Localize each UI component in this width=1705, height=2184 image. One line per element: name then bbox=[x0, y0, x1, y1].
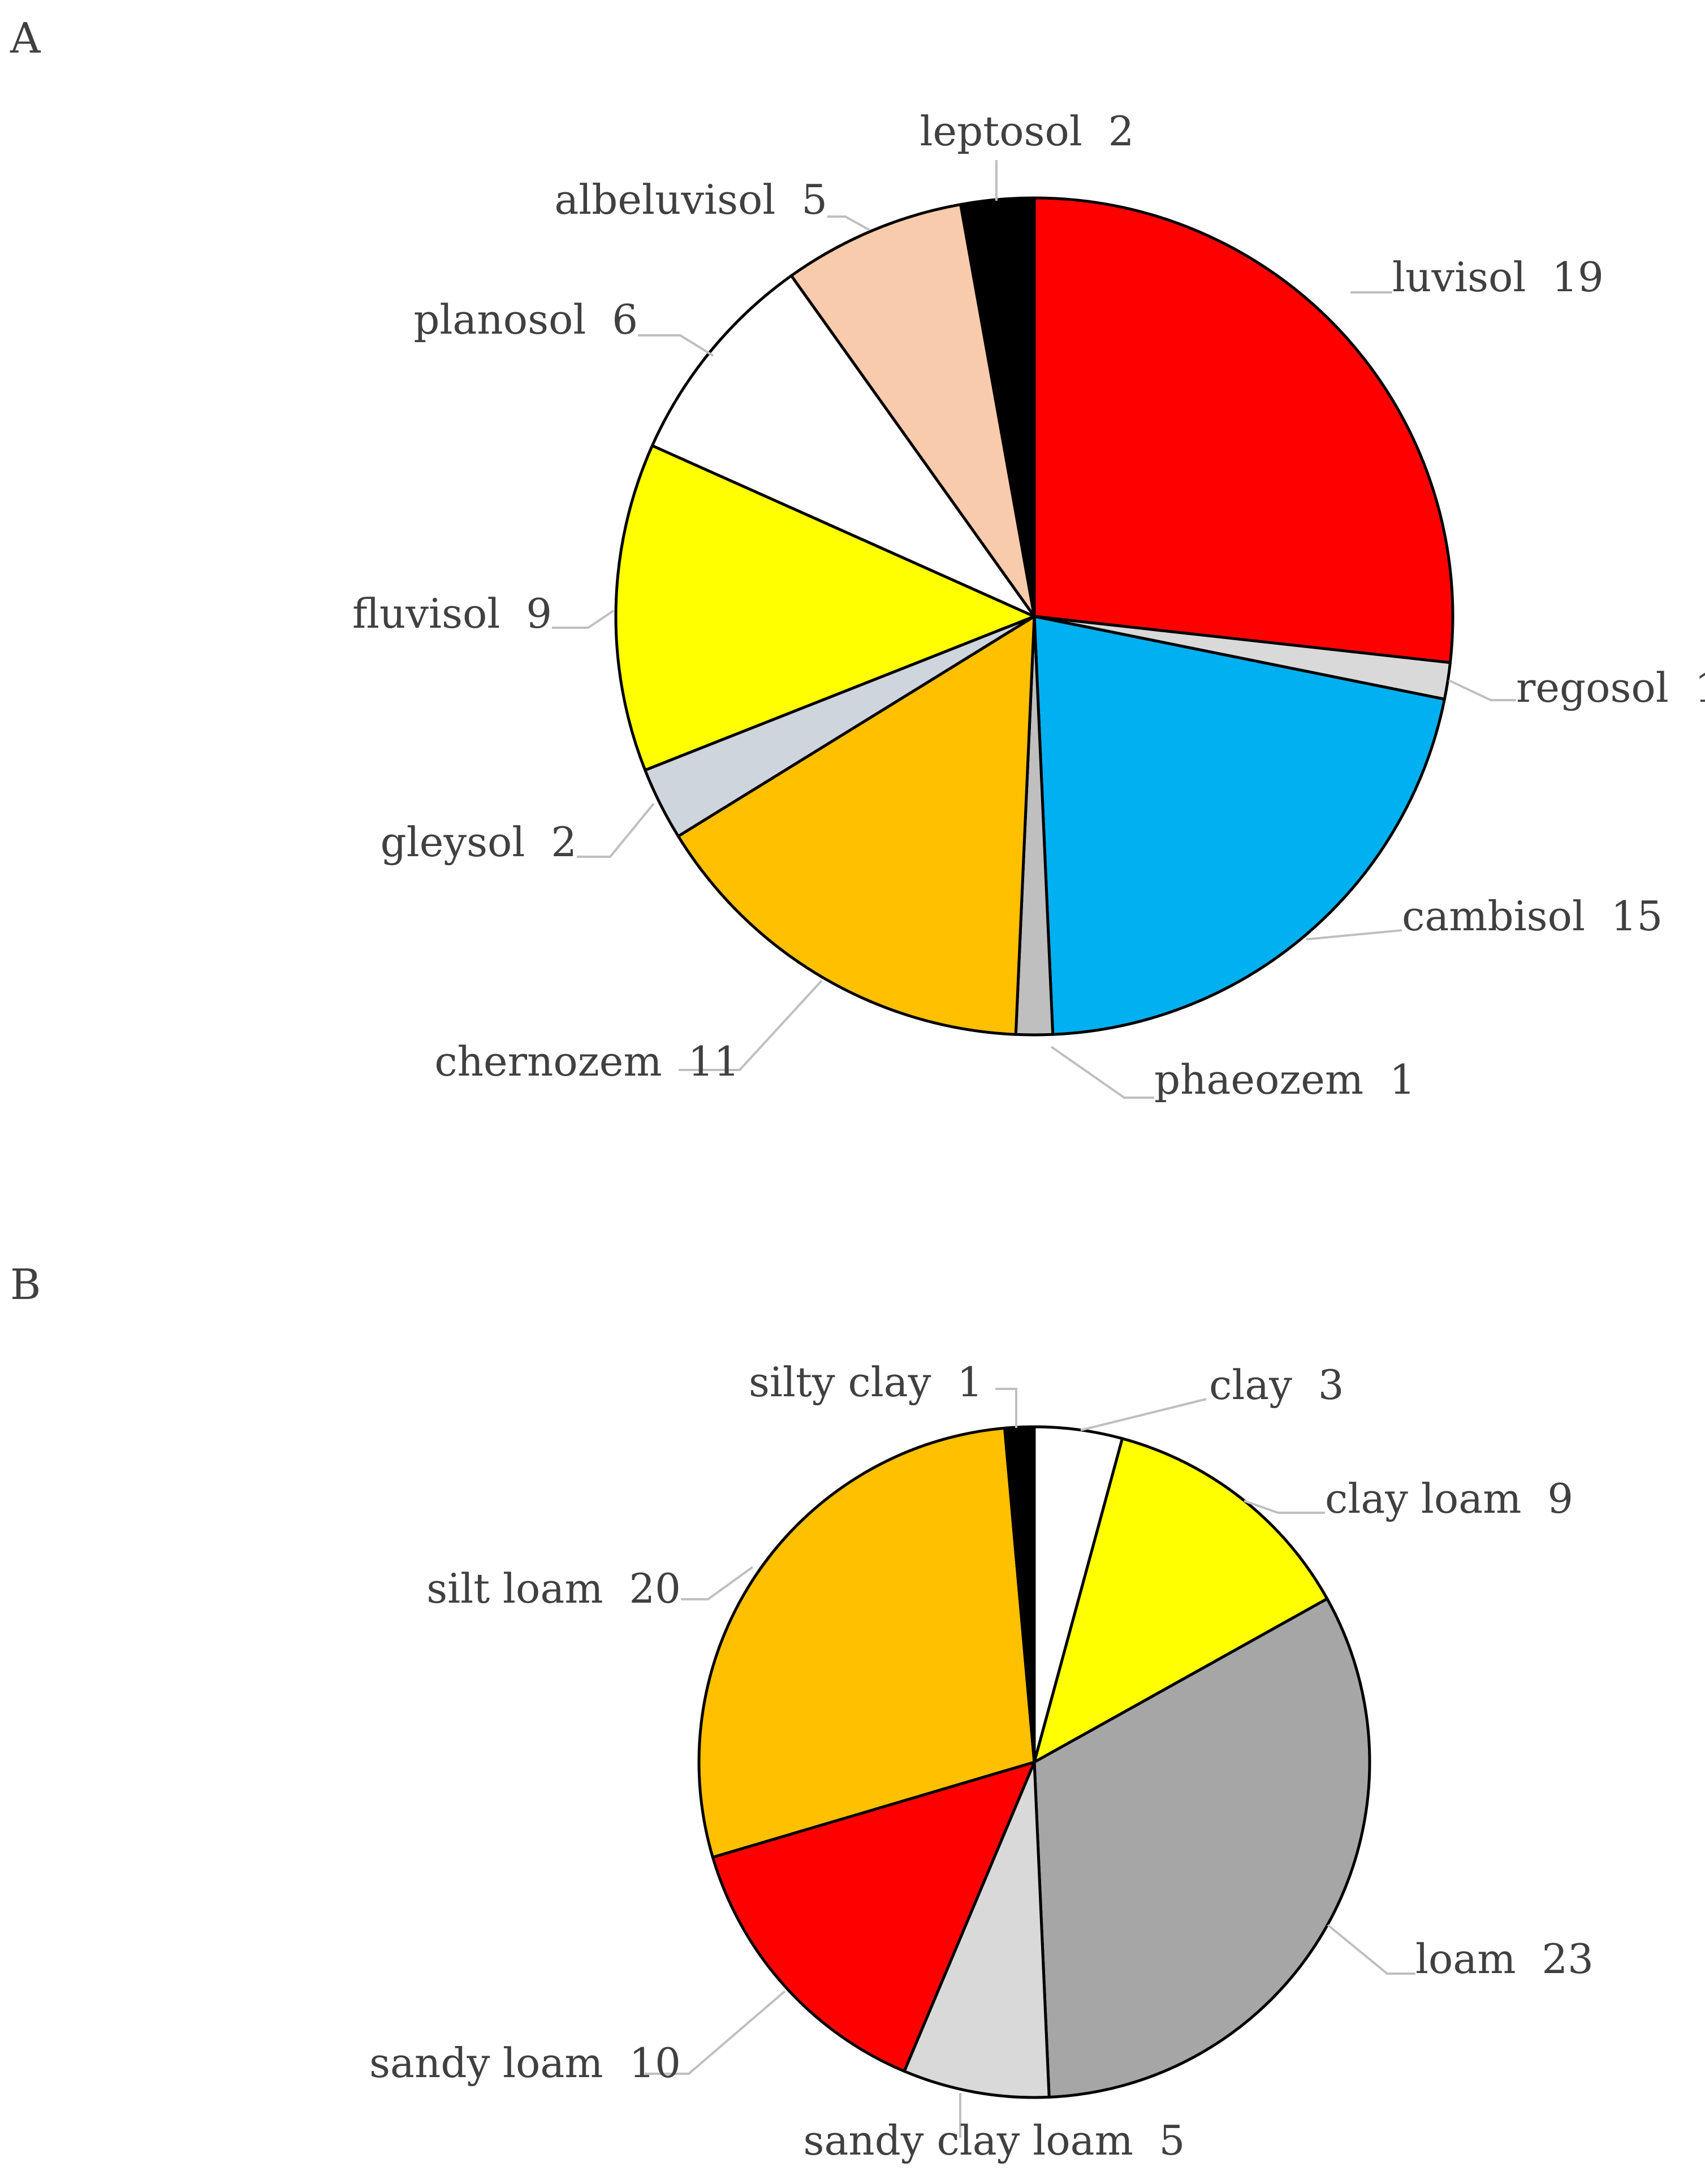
slice-label-phaeozem: phaeozem 1 bbox=[1154, 1056, 1415, 1103]
slice-label-value: 1 bbox=[1695, 664, 1705, 711]
slice-label-luvisol: luvisol 19 bbox=[1392, 253, 1604, 301]
leader-line-silt-loam bbox=[681, 1566, 754, 1600]
slice-label-category: gleysol bbox=[381, 818, 525, 866]
slice-label-category: albeluvisol bbox=[554, 176, 775, 223]
slice-label-value: 15 bbox=[1611, 892, 1663, 940]
leader-line-planosol bbox=[638, 334, 714, 357]
panel-label-a: A bbox=[10, 14, 41, 63]
slice-label-value: 1 bbox=[957, 1358, 983, 1406]
pie-slice-albeluvisol bbox=[789, 203, 1036, 618]
slices-a bbox=[614, 196, 1454, 1037]
slice-label-planosol: planosol 6 bbox=[413, 296, 638, 343]
slice-label-value: 6 bbox=[612, 296, 638, 343]
pie-slice-cambisol bbox=[1033, 615, 1446, 1036]
leader-line-chernozem bbox=[679, 979, 823, 1071]
slice-label-leptosol: leptosol 2 bbox=[920, 107, 1134, 155]
slice-label-silty-clay: silty clay 1 bbox=[749, 1358, 983, 1406]
pie-slice-planosol bbox=[650, 274, 1036, 618]
panel-label-b: B bbox=[10, 1261, 41, 1309]
slice-label-category: leptosol bbox=[920, 107, 1082, 155]
slice-label-category: phaeozem bbox=[1154, 1056, 1363, 1103]
leader-line-loam bbox=[1327, 1924, 1415, 1975]
pie-slice-sandy-clay-loam bbox=[903, 1760, 1051, 2099]
pie-slice-silt-loam bbox=[697, 1426, 1036, 1859]
slice-label-category: planosol bbox=[413, 296, 586, 343]
slice-label-category: clay loam bbox=[1325, 1475, 1521, 1522]
slice-label-value: 5 bbox=[1159, 2117, 1185, 2164]
leader-lines-a bbox=[552, 160, 1516, 1099]
slice-label-value: 20 bbox=[629, 1565, 681, 1612]
slice-label-value: 19 bbox=[1552, 253, 1604, 301]
slice-label-value: 9 bbox=[526, 590, 552, 637]
leader-line-cambisol bbox=[1306, 929, 1402, 940]
leader-line-phaeozem bbox=[1050, 1046, 1154, 1099]
slice-label-value: 1 bbox=[1389, 1056, 1415, 1103]
leader-line-fluvisol bbox=[552, 610, 615, 629]
slice-label-silt-loam: silt loam 20 bbox=[426, 1565, 681, 1612]
pie-slice-loam bbox=[1033, 1597, 1371, 2099]
slice-label-value: 11 bbox=[688, 1038, 740, 1085]
slice-label-clay-loam: clay loam 9 bbox=[1325, 1475, 1573, 1522]
slice-label-fluvisol: fluvisol 9 bbox=[352, 590, 552, 637]
slice-label-gleysol: gleysol 2 bbox=[381, 818, 577, 866]
pie-slice-silty-clay bbox=[1003, 1425, 1036, 1764]
slice-label-value: 9 bbox=[1547, 1475, 1573, 1522]
slices-b bbox=[697, 1425, 1371, 2099]
leader-line-regosol bbox=[1448, 679, 1516, 701]
pie-slice-luvisol bbox=[1033, 196, 1454, 664]
slice-label-category: clay bbox=[1209, 1361, 1292, 1409]
slice-label-category: cambisol bbox=[1402, 892, 1585, 940]
pie-slice-fluvisol bbox=[614, 444, 1036, 772]
leader-line-gleysol bbox=[577, 802, 655, 858]
slice-label-category: loam bbox=[1415, 1935, 1516, 1983]
pie-slice-chernozem bbox=[676, 615, 1036, 1036]
leader-line-clay bbox=[1080, 1398, 1207, 1431]
leader-line-sandy-loam bbox=[645, 1990, 786, 2075]
slice-label-category: fluvisol bbox=[352, 590, 500, 637]
slice-label-sandy-clay-loam: sandy clay loam 5 bbox=[804, 2117, 1185, 2164]
slice-label-category: regosol bbox=[1516, 664, 1669, 711]
slice-label-cambisol: cambisol 15 bbox=[1402, 892, 1663, 940]
slice-label-category: luvisol bbox=[1392, 253, 1526, 301]
slice-label-category: silty clay bbox=[749, 1358, 931, 1406]
slice-label-albeluvisol: albeluvisol 5 bbox=[554, 176, 827, 223]
slice-label-regosol: regosol 1 bbox=[1516, 664, 1705, 711]
slice-label-category: chernozem bbox=[434, 1038, 662, 1085]
slice-label-value: 23 bbox=[1542, 1935, 1594, 1983]
slice-label-value: 10 bbox=[629, 2039, 681, 2087]
slice-label-category: silt loam bbox=[426, 1565, 603, 1612]
slice-label-value: 5 bbox=[801, 176, 827, 223]
slice-label-clay: clay 3 bbox=[1209, 1361, 1344, 1409]
leader-lines-b bbox=[645, 1388, 1415, 2138]
slice-label-sandy-loam: sandy loam 10 bbox=[369, 2039, 681, 2087]
slice-label-loam: loam 23 bbox=[1415, 1935, 1594, 1983]
leader-line-albeluvisol bbox=[827, 215, 870, 231]
pie-slice-sandy-loam bbox=[711, 1760, 1036, 2073]
slice-label-category: sandy clay loam bbox=[804, 2117, 1133, 2164]
pie-slice-clay-loam bbox=[1033, 1437, 1329, 1764]
slice-label-category: sandy loam bbox=[369, 2039, 603, 2087]
slice-label-value: 2 bbox=[551, 818, 577, 866]
leader-line-clay-loam bbox=[1244, 1500, 1325, 1514]
leader-line-silty-clay bbox=[995, 1388, 1017, 1428]
slice-label-value: 2 bbox=[1108, 107, 1134, 155]
slice-label-value: 3 bbox=[1318, 1361, 1344, 1409]
slice-label-chernozem: chernozem 11 bbox=[434, 1038, 740, 1085]
